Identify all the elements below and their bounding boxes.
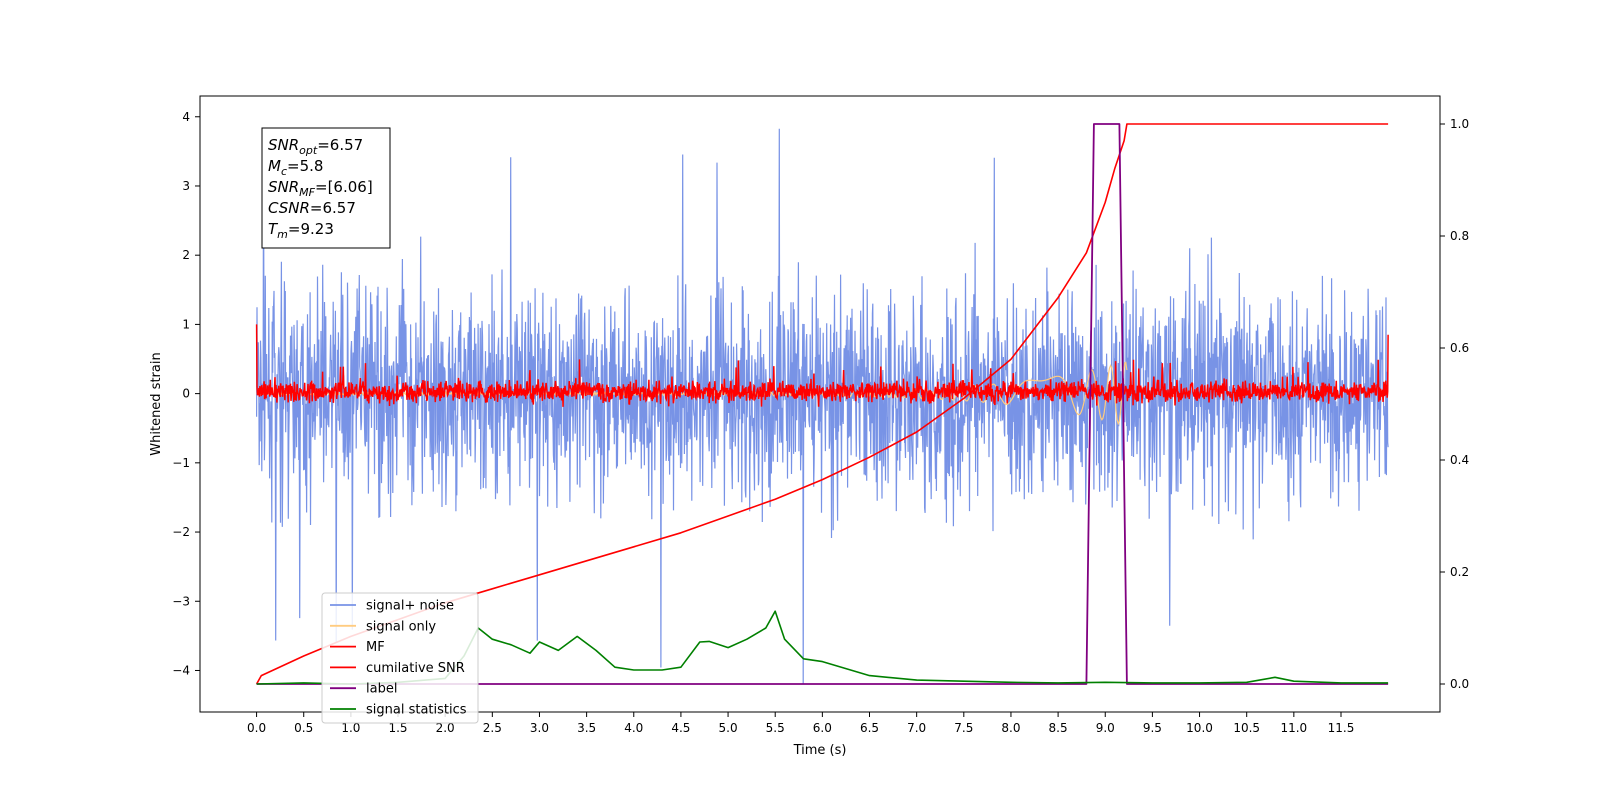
- x-tick-label: 9.5: [1143, 721, 1162, 735]
- legend-label: signal+ noise: [366, 599, 454, 614]
- y2-tick-label: 1.0: [1450, 117, 1469, 131]
- y-tick-label: 2: [182, 248, 190, 262]
- annotation-symbol: SNR: [268, 136, 299, 154]
- x-tick-label: 3.5: [577, 721, 596, 735]
- y-axis-label: Whitened strain: [149, 352, 164, 455]
- legend-label: signal only: [366, 619, 436, 634]
- x-tick-label: 5.0: [719, 721, 738, 735]
- y-tick-label: 0: [182, 387, 190, 401]
- series-mf: [255, 324, 1389, 407]
- x-tick-label: 11.5: [1328, 721, 1355, 735]
- x-tick-label: 2.5: [483, 721, 502, 735]
- x-tick-label: 9.0: [1096, 721, 1115, 735]
- x-tick-label: 6.0: [813, 721, 832, 735]
- x-tick-label: 8.0: [1001, 721, 1020, 735]
- annotation-subscript: m: [277, 228, 288, 241]
- y-tick-label: 4: [182, 110, 190, 124]
- y-tick-label: −2: [172, 525, 190, 539]
- legend: signal+ noise signal only MF cumilative SNR…: [321, 592, 479, 724]
- legend-label: signal statistics: [366, 703, 467, 718]
- x-tick-label: 4.5: [671, 721, 690, 735]
- annotation-value: =[6.06]: [315, 178, 373, 196]
- y2-tick-label: 0.8: [1450, 229, 1469, 243]
- y-tick-label: −3: [172, 594, 190, 608]
- annotation-subscript: opt: [299, 144, 318, 157]
- x-tick-label: 7.0: [907, 721, 926, 735]
- annotation-value: =6.57: [310, 199, 356, 217]
- x-tick-label: 3.0: [530, 721, 549, 735]
- annotation-frame: [261, 127, 391, 249]
- y-tick-label: 3: [182, 179, 190, 193]
- x-tick-label: 0.5: [294, 721, 313, 735]
- y-tick-label: 1: [182, 317, 190, 331]
- legend-label: cumilative SNR: [366, 661, 465, 676]
- annotation-symbol: M: [268, 157, 281, 175]
- annotation-line: Tm=9.23: [268, 220, 334, 241]
- annotation-symbol: SNR: [268, 178, 299, 196]
- x-tick-label: 11.0: [1280, 721, 1307, 735]
- y-axis-ticks: −4 −3 −2 −1 0 1 2 3 4: [172, 110, 200, 677]
- y2-tick-label: 0.2: [1450, 565, 1469, 579]
- x-tick-label: 10.0: [1186, 721, 1213, 735]
- x-tick-label: 1.5: [388, 721, 407, 735]
- annotation-line: SNRMF=[6.06]: [268, 178, 373, 199]
- annotation-line: CSNR=6.57: [268, 199, 356, 217]
- y-tick-label: −4: [172, 663, 190, 677]
- annotation-box: SNRopt=6.57Mc=5.8SNRMF=[6.06]CSNR=6.57Tm…: [261, 127, 391, 249]
- series-signal-statistics: [256, 610, 1389, 685]
- x-tick-label: 2.0: [436, 721, 455, 735]
- annotation-subscript: c: [281, 165, 287, 178]
- annotation-symbol: CSNR: [268, 199, 310, 217]
- x-axis-label: Time (s): [793, 743, 847, 758]
- annotation-value: =6.57: [317, 136, 363, 154]
- x-axis-ticks: 0.0 0.5 1.0 1.5 2.0 2.5 3.0 3.5 4.0 4.5 5.0 5.5 6.0 6…: [247, 712, 1354, 735]
- legend-label: MF: [366, 640, 385, 655]
- annotation-line: SNRopt=6.57: [268, 136, 363, 157]
- annotation-value: =9.23: [288, 220, 334, 238]
- x-tick-label: 0.0: [247, 721, 266, 735]
- y2-axis-ticks: 0.0 0.2 0.4 0.6 0.8 1.0: [1440, 117, 1469, 691]
- x-tick-label: 4.0: [624, 721, 643, 735]
- annotation-value: =5.8: [287, 157, 323, 175]
- legend-label: label: [366, 682, 397, 697]
- x-tick-label: 10.5: [1233, 721, 1260, 735]
- y-tick-label: −1: [172, 456, 190, 470]
- x-tick-label: 8.5: [1049, 721, 1068, 735]
- y2-tick-label: 0.4: [1450, 453, 1469, 467]
- annotation-line: Mc=5.8: [268, 157, 323, 178]
- y2-tick-label: 0.0: [1450, 677, 1469, 691]
- x-tick-label: 6.5: [860, 721, 879, 735]
- annotation-subscript: MF: [299, 186, 315, 199]
- x-tick-label: 1.0: [341, 721, 360, 735]
- series-label: [256, 123, 1389, 685]
- y2-tick-label: 0.6: [1450, 341, 1469, 355]
- x-tick-label: 5.5: [766, 721, 785, 735]
- plot-frame: [199, 95, 1441, 713]
- annotation-symbol: T: [268, 220, 279, 238]
- x-tick-label: 7.5: [954, 721, 973, 735]
- legend-frame: [321, 592, 479, 724]
